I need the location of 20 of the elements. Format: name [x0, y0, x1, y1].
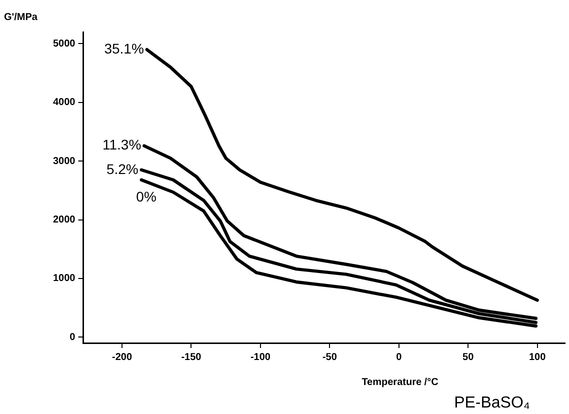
series-label: 11.3%	[102, 136, 142, 153]
x-tick-label: -50	[322, 352, 338, 363]
y-tick-label: 2000	[52, 214, 76, 226]
y-tick-label: 4000	[52, 97, 76, 108]
y-tick-label: 0	[70, 332, 76, 343]
x-tick-label: 100	[528, 352, 546, 363]
x-axis-title: Temperature /°C	[362, 377, 438, 388]
x-tick-label: -200	[112, 352, 132, 363]
y-tick-label: 5000	[52, 38, 76, 50]
y-tick-label: 1000	[52, 273, 76, 284]
series-label: 35.1%	[104, 40, 144, 56]
x-tick-label: -150	[181, 352, 202, 363]
x-tick-label: -100	[250, 352, 271, 363]
y-axis-title: G'/MPa	[4, 12, 38, 23]
series-label: 0%	[136, 188, 156, 205]
y-tick-label: 3000	[52, 156, 76, 167]
series-label: 5.2%	[106, 160, 138, 177]
x-tick-label: 0	[396, 352, 402, 363]
text: PE-BaSO₄	[454, 394, 530, 412]
x-tick-label: 50	[462, 352, 474, 363]
